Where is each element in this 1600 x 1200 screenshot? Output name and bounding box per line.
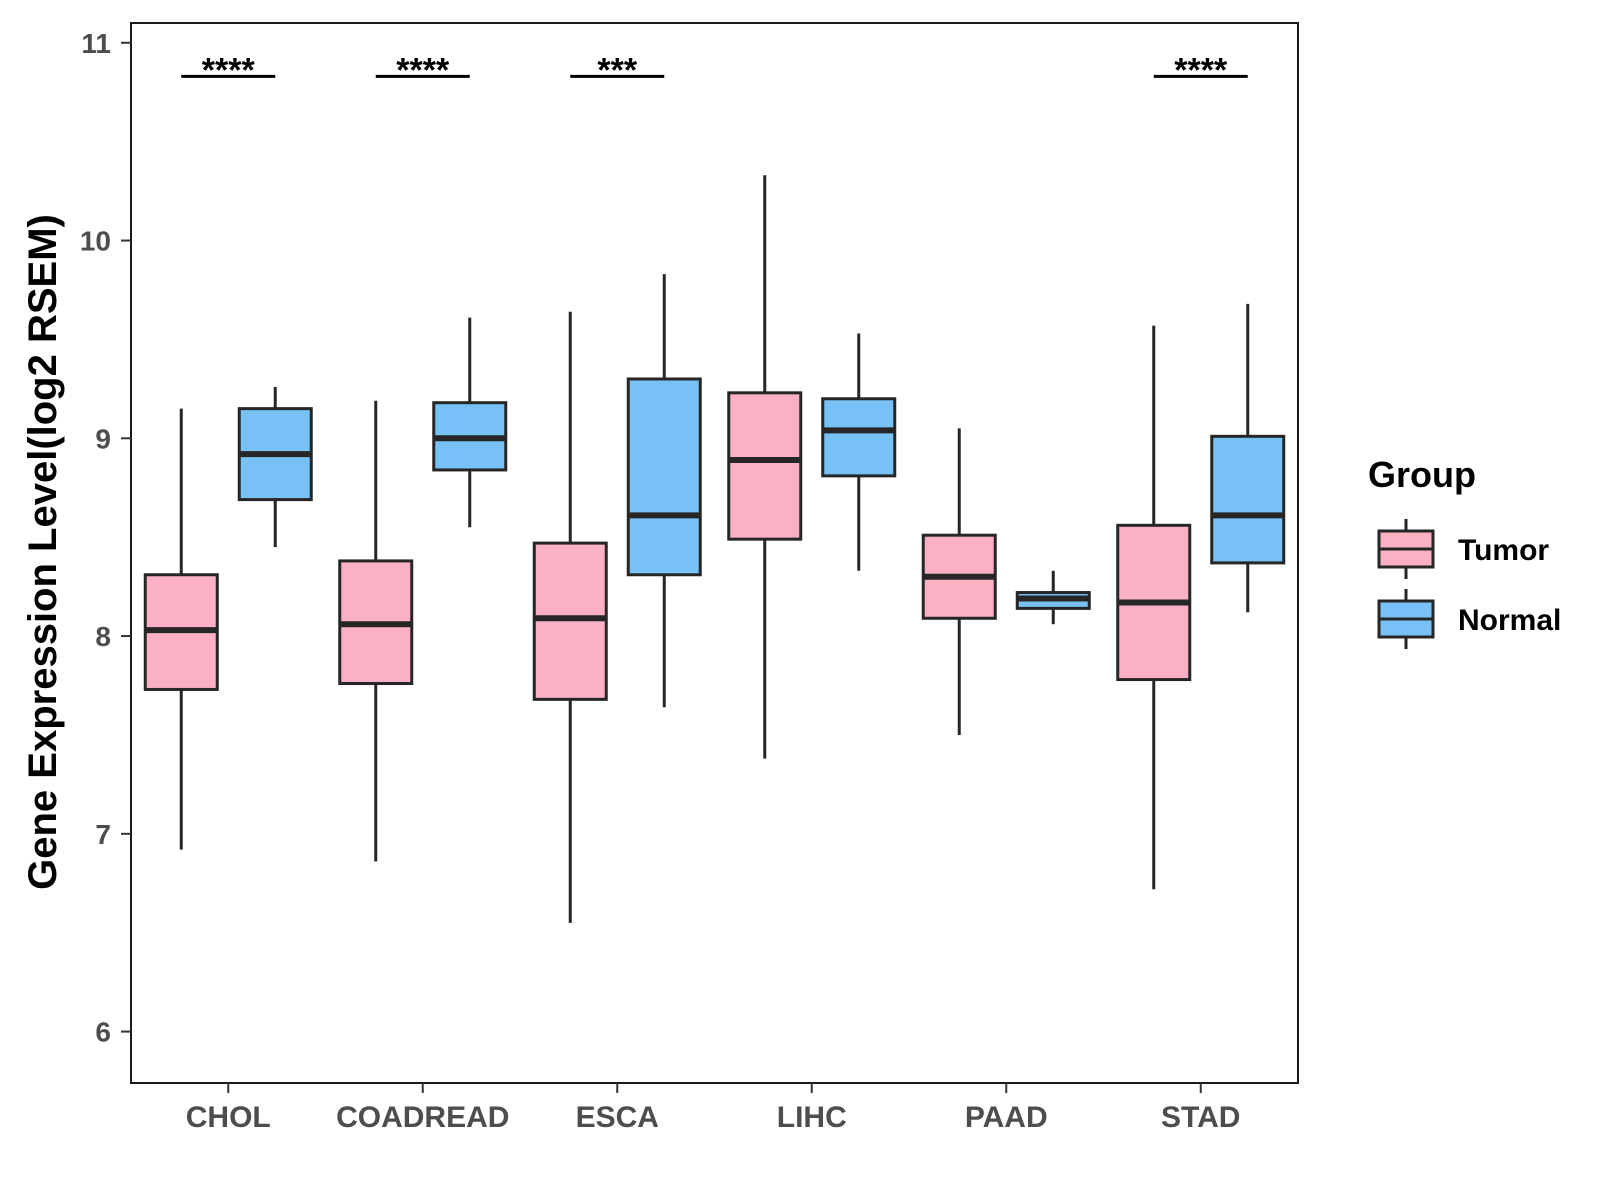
legend-key-tumor xyxy=(1377,519,1435,579)
box-series xyxy=(143,175,1286,923)
significance-label: **** xyxy=(1174,51,1228,89)
box-normal-paad xyxy=(1015,570,1091,625)
y-axis: 6 7 8 9 10 11 xyxy=(80,28,131,1048)
significance-label: *** xyxy=(597,51,637,89)
significance-annotations: **** **** *** **** xyxy=(181,51,1248,89)
box-tumor-lihc xyxy=(727,175,803,759)
legend-label-normal: Normal xyxy=(1458,604,1561,637)
x-axis: CHOL COADREAD ESCA LIHC PAAD STAD xyxy=(186,1083,1240,1134)
box-normal-coadread xyxy=(432,317,508,528)
box-normal-lihc xyxy=(821,333,897,571)
box-tumor-stad xyxy=(1116,325,1192,890)
legend-title: Group xyxy=(1368,454,1476,495)
box-normal-stad xyxy=(1210,303,1286,613)
x-tick-label: COADREAD xyxy=(336,1101,509,1134)
significance-label: **** xyxy=(202,51,256,89)
iqr-box xyxy=(1210,434,1286,565)
legend-label-tumor: Tumor xyxy=(1458,534,1549,567)
box-normal-esca xyxy=(626,274,702,708)
box-normal-chol xyxy=(237,386,313,548)
x-tick-label: STAD xyxy=(1161,1101,1240,1134)
y-tick-label: 10 xyxy=(80,226,111,257)
x-tick-label: CHOL xyxy=(186,1101,271,1134)
y-tick-label: 6 xyxy=(95,1017,111,1048)
iqr-box xyxy=(821,397,897,478)
significance-label: **** xyxy=(396,51,450,89)
box-tumor-esca xyxy=(532,311,608,923)
y-tick-label: 8 xyxy=(95,621,111,652)
y-tick-label: 7 xyxy=(95,819,111,850)
y-axis-title: Gene Expression Level(log2 RSEM) xyxy=(21,214,65,890)
iqr-box xyxy=(727,391,803,541)
box-tumor-chol xyxy=(143,408,219,850)
legend-key-normal xyxy=(1377,589,1435,649)
y-tick-label: 9 xyxy=(95,423,111,454)
legend: Group Tumor Normal xyxy=(1368,454,1561,649)
iqr-box xyxy=(626,377,702,577)
x-tick-label: ESCA xyxy=(576,1101,659,1134)
x-tick-label: LIHC xyxy=(777,1101,847,1134)
y-tick-label: 11 xyxy=(81,28,111,59)
box-tumor-paad xyxy=(921,428,997,735)
plot-panel xyxy=(130,22,1299,1084)
box-tumor-coadread xyxy=(338,400,414,862)
x-tick-label: PAAD xyxy=(965,1101,1048,1134)
